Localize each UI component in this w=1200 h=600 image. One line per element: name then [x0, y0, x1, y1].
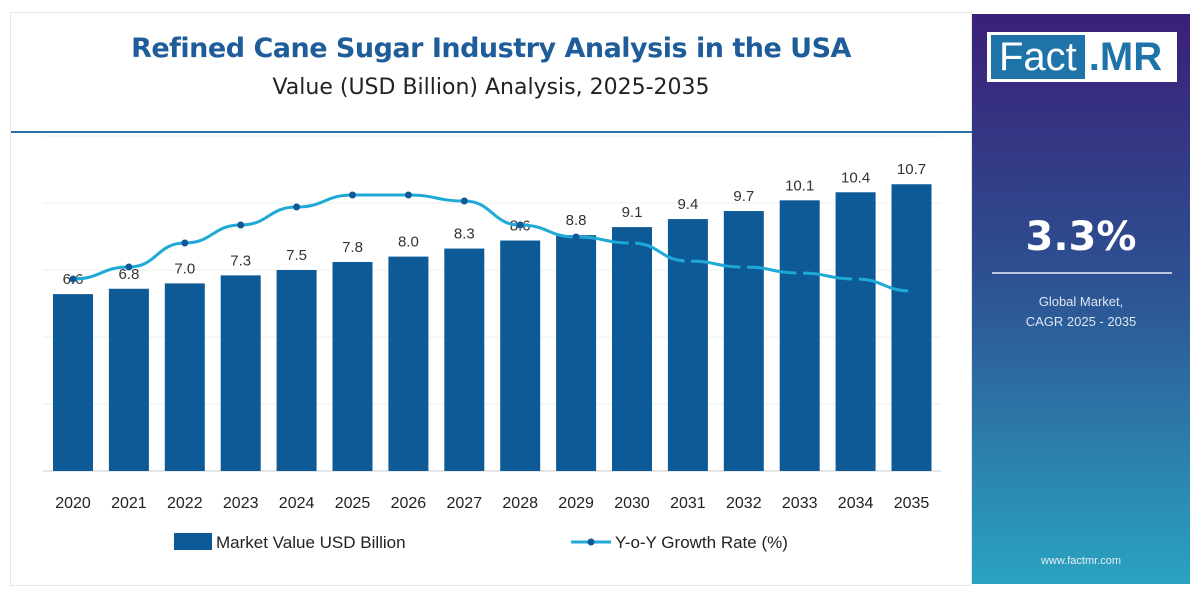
bar-2032: [723, 211, 764, 472]
factmr-logo: Fact .MR: [987, 32, 1177, 82]
legend-bar-swatch: [174, 533, 212, 550]
bar-2031: [667, 219, 708, 471]
bar-value-label: 10.1: [785, 177, 814, 194]
x-tick-label: 2035: [894, 495, 930, 512]
bar-value-label: 10.7: [897, 161, 926, 178]
cagr-label-line1: Global Market,: [1038, 294, 1124, 309]
growth-point-2025: [349, 191, 356, 199]
bar-2027: [444, 248, 485, 471]
title-divider: [11, 131, 973, 133]
bar-value-label: 8.0: [398, 234, 419, 251]
x-tick-label: 2021: [111, 495, 147, 512]
growth-point-2028: [516, 221, 524, 229]
bar-2029: [556, 235, 597, 471]
growth-line: [72, 193, 912, 293]
x-tick-label: 2034: [838, 495, 874, 512]
website-url[interactable]: www.factmr.com: [1040, 555, 1122, 567]
legend-line-marker: [587, 538, 595, 546]
growth-point-2022: [181, 239, 189, 247]
bar-2025: [332, 261, 373, 471]
chart-subtitle: Value (USD Billion) Analysis, 2025-2035: [272, 75, 710, 100]
cagr-label-line2: CAGR 2025 - 2035: [1025, 314, 1137, 329]
growth-point-2035: [908, 287, 915, 295]
logo-left: Fact: [991, 35, 1085, 79]
growth-point-2031: [684, 257, 692, 265]
growth-point-2029: [572, 233, 580, 241]
legend-bar-label: Market Value USD Billion: [216, 533, 406, 552]
bar-value-label: 7.8: [342, 239, 363, 256]
cagr-divider: [992, 272, 1172, 274]
bar-value-label: 8.3: [454, 226, 475, 243]
growth-point-2030: [628, 239, 636, 247]
growth-point-2032: [740, 263, 748, 271]
bar-value-label: 6.8: [118, 266, 139, 283]
bar-2026: [388, 256, 429, 471]
legend-line-label: Y-o-Y Growth Rate (%): [615, 533, 788, 552]
chart-title: Refined Cane Sugar Industry Analysis in …: [131, 33, 851, 64]
cagr-label: Global Market, CAGR 2025 - 2035: [972, 292, 1190, 332]
chart-svg: 6.620206.820217.020227.320237.520247.820…: [43, 135, 941, 552]
bar-2020: [53, 294, 93, 471]
x-tick-label: 2033: [782, 495, 818, 512]
growth-point-2026: [404, 191, 412, 199]
sidebar: Fact .MR 3.3% Global Market, CAGR 2025 -…: [972, 14, 1190, 584]
x-tick-label: 2032: [726, 495, 762, 512]
cagr-value: 3.3%: [1025, 214, 1137, 260]
x-tick-label: 2031: [670, 495, 706, 512]
bar-value-label: 10.4: [841, 169, 870, 186]
x-tick-label: 2020: [55, 495, 91, 512]
x-tick-label: 2026: [391, 495, 427, 512]
chart-panel: Refined Cane Sugar Industry Analysis in …: [10, 12, 973, 586]
growth-point-2021: [125, 263, 133, 271]
x-tick-label: 2024: [279, 495, 315, 512]
bar-2023: [220, 275, 261, 471]
bar-2022: [164, 283, 205, 471]
x-tick-label: 2027: [447, 495, 483, 512]
bar-value-label: 9.1: [622, 204, 643, 221]
growth-point-2027: [460, 197, 468, 205]
x-tick-label: 2022: [167, 495, 203, 512]
logo-right: .MR: [1088, 34, 1163, 79]
bar-2035: [891, 184, 932, 472]
bar-2024: [276, 270, 317, 471]
x-tick-label: 2025: [335, 495, 371, 512]
bar-2028: [500, 240, 541, 471]
bar-2033: [779, 200, 820, 471]
growth-point-2023: [237, 221, 245, 229]
x-tick-label: 2023: [223, 495, 259, 512]
bar-value-label: 9.4: [677, 196, 698, 213]
bar-value-label: 7.3: [230, 252, 251, 269]
bar-value-label: 7.0: [174, 260, 195, 277]
bar-2030: [612, 227, 652, 471]
growth-point-2024: [293, 203, 301, 211]
growth-point-2020: [69, 275, 77, 283]
growth-point-2033: [796, 269, 804, 277]
bar-2021: [108, 288, 149, 471]
x-tick-label: 2029: [558, 495, 594, 512]
growth-point-2034: [852, 275, 860, 283]
bar-value-label: 9.7: [733, 188, 754, 205]
x-tick-label: 2028: [502, 495, 538, 512]
x-tick-label: 2030: [614, 495, 650, 512]
bar-value-label: 8.8: [566, 212, 587, 229]
bar-2034: [835, 192, 876, 471]
bar-value-label: 7.5: [286, 247, 307, 264]
